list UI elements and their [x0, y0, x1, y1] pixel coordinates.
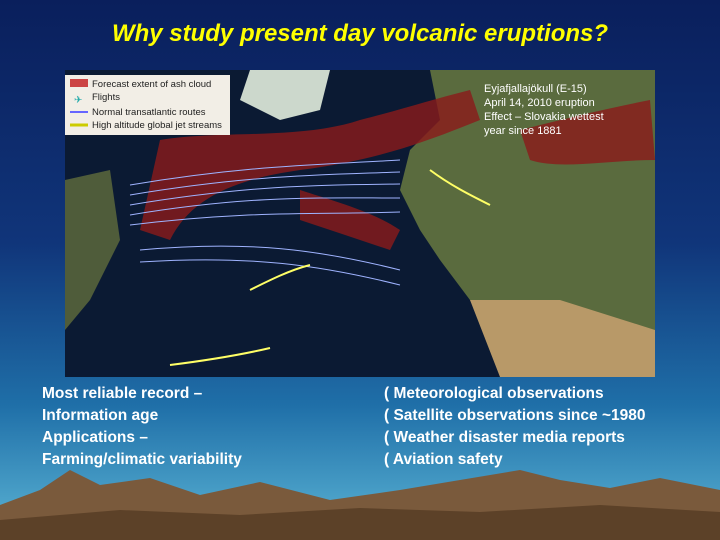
legend-swatch: [70, 79, 88, 87]
list-item: ( Meteorological observations: [384, 385, 604, 402]
jet-streams: [169, 169, 491, 366]
legend-icon: ✈: [74, 95, 82, 106]
africa: [470, 300, 655, 377]
mountains-front: [0, 505, 720, 540]
annotation-line: April 14, 2010 eruption: [484, 97, 595, 109]
legend: ✈ Forecast extent of ash cloud Flights N…: [65, 75, 230, 135]
list-item: ( Satellite observations since ~1980: [384, 407, 646, 424]
slide-title: Why study present day volcanic eruptions…: [111, 20, 609, 47]
list-item: ( Weather disaster media reports: [384, 429, 625, 446]
legend-label: High altitude global jet streams: [92, 120, 222, 131]
legend-label: Normal transatlantic routes: [92, 107, 206, 118]
ash-cloud: [520, 100, 655, 165]
legend-box: [65, 75, 230, 135]
right-list: ( Meteorological observations ( Satellit…: [384, 383, 645, 471]
america: [65, 170, 120, 330]
ash-cloud: [300, 190, 400, 250]
legend-label: Forecast extent of ash cloud: [92, 79, 211, 90]
list-item: Farming/climatic variability: [42, 451, 242, 468]
list-item: Applications –: [42, 429, 148, 446]
annotation-line: Effect – Slovakia wettest: [484, 111, 604, 123]
list-item: ( Aviation safety: [384, 451, 503, 468]
map: ✈ Forecast extent of ash cloud Flights N…: [65, 70, 655, 377]
list-item: Information age: [42, 407, 159, 424]
list-item: Most reliable record –: [42, 385, 203, 402]
annotation: Eyjafjallajökull (E-15) April 14, 2010 e…: [484, 83, 604, 137]
routes: [129, 159, 401, 286]
annotation-line: Eyjafjallajökull (E-15): [484, 83, 587, 95]
legend-label: Flights: [92, 92, 120, 103]
annotation-line: year since 1881: [484, 125, 562, 137]
greenland: [240, 70, 330, 120]
left-list: Most reliable record – Information age A…: [42, 383, 242, 471]
